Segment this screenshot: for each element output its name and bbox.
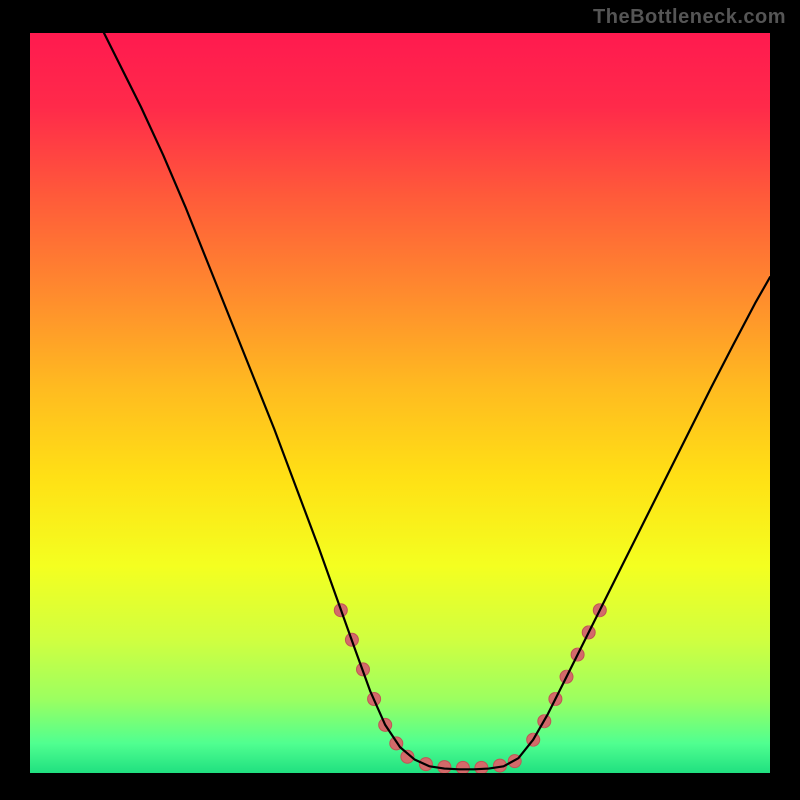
gradient-background bbox=[30, 33, 770, 773]
chart-container: TheBottleneck.com bbox=[0, 0, 800, 800]
plot-area bbox=[30, 33, 770, 773]
watermark-text: TheBottleneck.com bbox=[593, 6, 786, 29]
data-marker bbox=[475, 761, 488, 773]
bottleneck-chart bbox=[30, 33, 770, 773]
data-marker bbox=[456, 761, 469, 773]
